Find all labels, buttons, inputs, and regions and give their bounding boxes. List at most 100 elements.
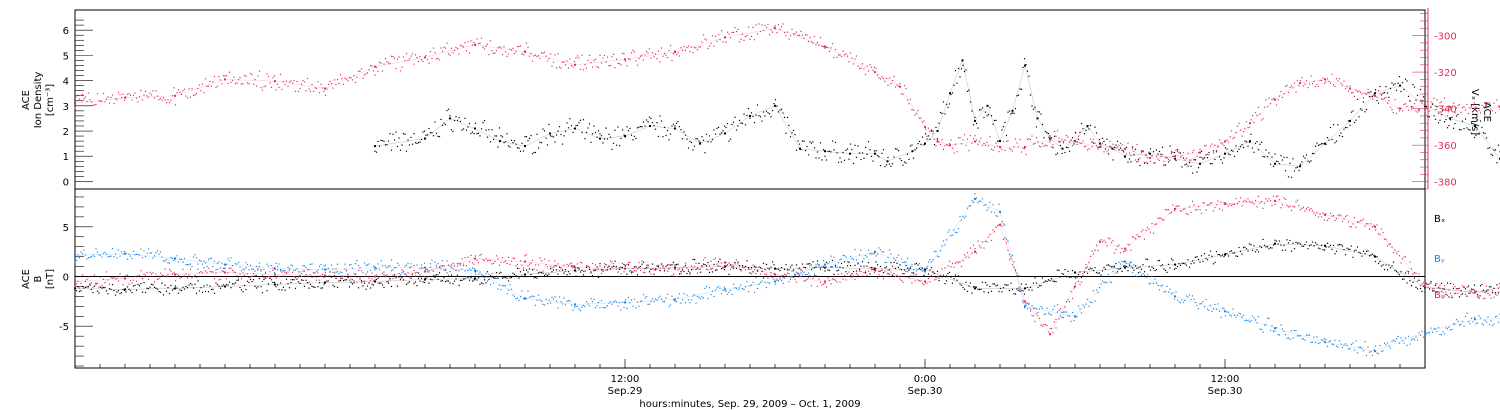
ion-density-series-sample [869, 149, 871, 151]
b-series-red-sample [788, 273, 790, 275]
b-series-red-sample [1206, 204, 1209, 206]
b-series-red-sample [969, 247, 972, 249]
b-series-blue-sample [1040, 306, 1042, 308]
ion-density-series-sample [423, 130, 426, 132]
vx-velocity-series-sample [978, 140, 981, 142]
b-series-black-sample [495, 272, 498, 274]
vx-velocity-series-sample [270, 86, 273, 88]
b-series-blue-sample [206, 265, 208, 267]
b-series-blue-sample [1371, 354, 1374, 357]
vx-velocity-series-sample [1322, 77, 1324, 79]
ion-density-series-sample [1058, 141, 1060, 143]
b-series-black-sample [1452, 287, 1455, 289]
b-series-black-sample [449, 282, 451, 284]
b-series-red-sample [311, 276, 313, 278]
vx-velocity-series-sample [1136, 143, 1138, 146]
b-series-blue-sample [132, 250, 135, 252]
left-tick-label: 4 [63, 77, 69, 88]
vx-velocity-series-sample [1118, 144, 1120, 146]
b-series-black-sample [579, 271, 582, 273]
ion-density-series-sample [753, 122, 756, 124]
b-series-blue-sample [1127, 266, 1129, 268]
vx-velocity-series-sample [918, 117, 921, 119]
ion-density-series-sample [1221, 162, 1224, 164]
b-series-blue-sample [650, 300, 652, 303]
vx-velocity-series-sample [242, 83, 244, 85]
ion-density-series-sample [1334, 142, 1336, 144]
b-series-blue-sample [693, 294, 696, 296]
b-series-black-sample [858, 268, 861, 270]
b-series-blue-sample [1073, 320, 1075, 322]
b-series-red-sample [785, 274, 787, 276]
b-series-black-sample [231, 283, 234, 285]
b-series-black-sample [603, 266, 606, 268]
b-series-black-sample [984, 282, 987, 284]
b-series-black-sample [162, 294, 165, 296]
b-series-red-sample [303, 270, 306, 272]
ion-density-series-sample [1085, 129, 1087, 131]
vx-velocity-series-sample [1374, 89, 1377, 91]
ion-density-series-sample [1203, 157, 1206, 159]
b-series-black-sample [285, 278, 288, 280]
ion-density-series-sample [1434, 118, 1437, 120]
vx-velocity-series-sample [1236, 125, 1239, 127]
vx-velocity-series-sample [666, 57, 669, 59]
ion-density-series-sample [1248, 141, 1251, 143]
ion-density-series-sample [719, 133, 721, 135]
ion-density-series-sample [896, 148, 898, 150]
b-series-blue-sample [114, 253, 117, 255]
vx-velocity-series-sample [164, 99, 166, 101]
b-series-blue-sample [276, 265, 279, 268]
b-series-red-sample [1200, 212, 1203, 214]
vx-velocity-series-sample [861, 63, 864, 65]
ion-density-series-sample [1388, 96, 1390, 98]
b-series-black-sample [423, 281, 426, 283]
ion-density-series-sample [1211, 163, 1213, 165]
vx-velocity-series-sample [591, 66, 594, 68]
ion-density-series-sample [678, 126, 681, 128]
b-series-black-sample [176, 287, 178, 289]
ion-density-series-point [724, 132, 726, 135]
vx-velocity-series-sample [294, 90, 297, 92]
b-series-black-sample [531, 269, 534, 271]
b-series-black-sample [305, 279, 307, 281]
ion-density-series-sample [756, 104, 759, 106]
vx-velocity-series-sample [695, 47, 697, 49]
ion-density-series-sample [1181, 166, 1183, 168]
vx-velocity-series-sample [282, 80, 285, 83]
b-series-red-sample [156, 278, 159, 281]
b-series-black-sample [107, 293, 109, 295]
b-series-black-sample [525, 269, 528, 271]
b-series-blue-sample [740, 284, 742, 286]
ion-density-series-sample [963, 70, 966, 73]
b-series-blue-sample [954, 231, 957, 233]
b-series-blue-sample [81, 253, 84, 255]
vx-velocity-series-sample [423, 56, 426, 59]
vx-velocity-series-sample [1364, 92, 1366, 94]
vx-velocity-series-sample [810, 41, 813, 43]
b-series-red-sample [261, 280, 264, 283]
vx-velocity-series-sample [1469, 107, 1471, 109]
ion-density-series-sample [827, 150, 829, 153]
b-series-blue-sample [1373, 349, 1375, 351]
vx-velocity-series-sample [105, 98, 108, 100]
b-series-black-sample [215, 282, 217, 284]
b-series-red-sample [401, 269, 403, 271]
vx-velocity-series-sample [1133, 150, 1135, 152]
b-series-red-sample [395, 276, 397, 278]
b-series-blue-sample [1226, 311, 1228, 313]
vx-velocity-series-sample [1458, 103, 1461, 105]
vx-velocity-series-sample [408, 58, 411, 60]
left-tick-label: 3 [63, 102, 69, 113]
b-series-red-sample [540, 260, 543, 262]
b-series-black-sample [197, 280, 199, 282]
b-series-black-sample [1244, 246, 1246, 248]
vx-velocity-series-sample [725, 41, 727, 43]
b-series-blue-sample [1355, 340, 1357, 342]
vx-velocity-series-sample [1148, 151, 1150, 153]
vx-velocity-series-sample [1026, 138, 1029, 140]
b-series-red-sample [561, 268, 564, 271]
vx-velocity-series-sample [1259, 113, 1261, 115]
b-series-red-sample [78, 287, 81, 289]
b-series-blue-sample [1076, 315, 1078, 318]
